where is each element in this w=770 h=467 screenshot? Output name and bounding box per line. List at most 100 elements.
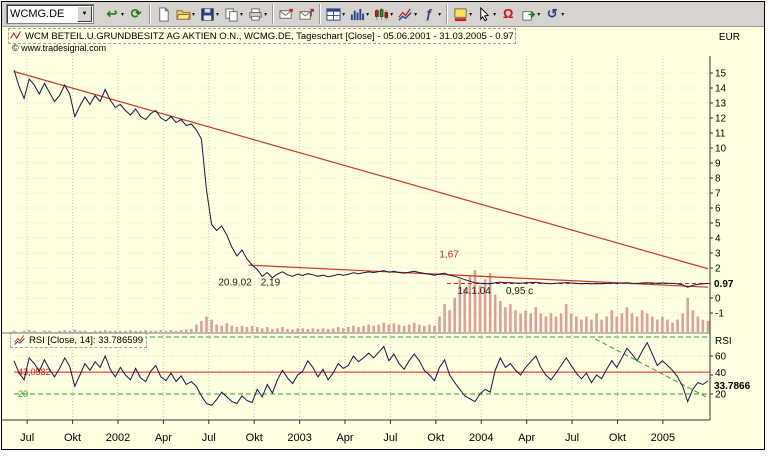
mail-alert-button[interactable]: [296, 3, 316, 25]
currency-label: EUR: [718, 32, 740, 43]
price-axis-label: 15: [715, 69, 727, 80]
candle-style-button[interactable]: ▾: [371, 3, 395, 25]
rsi-indicator-label[interactable]: RSI [Close, 14]: 33.786599: [9, 332, 148, 348]
x-axis-label: Apr: [336, 432, 353, 444]
downtrend-line[interactable]: [13, 70, 709, 270]
price-axis-label: 11: [715, 129, 726, 140]
chart-canvas[interactable]: Jul Okt 2002 Apr Jul Okt 2003 Apr Jul Okt 2004 Apr J…: [2, 28, 764, 449]
toolbar-separator: [149, 4, 151, 24]
pointer-tool-button[interactable]: ▾: [474, 3, 498, 25]
price-axis-label: 7: [715, 189, 721, 200]
price-axis-label: 13: [715, 99, 727, 110]
mail-icon: [278, 6, 294, 22]
rsi-trendline[interactable]: [595, 338, 709, 399]
save-icon: [199, 6, 215, 22]
price-axis-label: -1: [715, 309, 724, 320]
export-button[interactable]: ▾: [518, 3, 542, 25]
chart-title-bar[interactable]: WCM BETEIL.U.GRUNDBESITZ AG AKTIEN O.N.,…: [8, 28, 516, 44]
copy-icon: [223, 6, 239, 22]
dropdown-caret-icon: ▾: [438, 11, 442, 18]
window-layout-button[interactable]: ▾: [323, 3, 347, 25]
x-axis-label: Jul: [383, 432, 397, 444]
dropdown-caret-icon: ▾: [561, 11, 565, 18]
price-axis-label: 4: [715, 234, 721, 245]
rsi-last-value-label: 33.7866: [714, 381, 751, 392]
chart-title: WCM BETEIL.U.GRUNDBESITZ AG AKTIEN O.N.,…: [25, 30, 514, 42]
x-axis-label: Jul: [20, 432, 34, 444]
print-button[interactable]: ▾: [245, 3, 269, 25]
chart-region[interactable]: Jul Okt 2002 Apr Jul Okt 2003 Apr Jul Okt 2004 Apr J…: [2, 28, 764, 449]
dropdown-caret-icon: ▾: [264, 11, 268, 18]
grid-lines: [14, 56, 710, 420]
x-axis-label: 2004: [469, 432, 493, 444]
rsi-axis-label: 60: [715, 352, 727, 363]
x-axis-label: 2002: [106, 432, 130, 444]
x-axis-label: 2005: [651, 432, 675, 444]
price-axis-label: 2: [715, 264, 721, 275]
rsi-band-label: 20: [18, 389, 28, 399]
dropdown-caret-icon: ▾: [342, 11, 346, 18]
price-axis-label: 0: [715, 294, 721, 305]
indicator-icon: [397, 6, 413, 22]
undo-icon: ↺: [546, 6, 558, 21]
insert-indicator-button[interactable]: ▾: [395, 3, 419, 25]
x-axis-label: 2003: [287, 432, 311, 444]
dropdown-caret-icon: ▾: [121, 11, 125, 18]
x-axis-label: Apr: [518, 432, 535, 444]
print-icon: [247, 6, 263, 22]
omega-tool-button[interactable]: Ω: [498, 3, 518, 25]
symbol-combo-dropdown-icon[interactable]: ▼: [77, 6, 92, 22]
dropdown-caret-icon: ▾: [240, 11, 244, 18]
app-window: WCMG.DE ▼ ↩ ▾ ⟳ ▾ ▾ ▾ ▾ ▾ ▾ ▾ ▾ ƒ ▾ ▾ ▾ Ω ▾ ↺ ▾ Jul Okt 2002…: [1, 1, 765, 450]
dropdown-caret-icon: ▾: [366, 11, 370, 18]
price-axis-label: 6: [715, 204, 721, 215]
chart-annotation: 14.1.04: [457, 286, 491, 297]
navigate-back-button[interactable]: ↩ ▾: [102, 3, 126, 25]
indicator-icon: [14, 334, 26, 346]
symbol-combo-value: WCMG.DE: [10, 8, 65, 20]
volume-bars: [12, 270, 710, 332]
x-axis-label: Okt: [246, 432, 263, 444]
rsi-axis-label: 40: [715, 368, 727, 379]
formula-icon: ƒ: [425, 6, 433, 21]
fill-color-button[interactable]: ▾: [450, 3, 474, 25]
open-folder-icon: [175, 6, 191, 22]
save-button[interactable]: ▾: [197, 3, 221, 25]
price-axis-label: 5: [715, 219, 721, 230]
dropdown-caret-icon: ▾: [192, 11, 196, 18]
price-axis-label: 8: [715, 174, 721, 185]
open-document-button[interactable]: ▾: [173, 3, 197, 25]
new-document-button[interactable]: [153, 3, 173, 25]
toolbar-separator: [446, 4, 448, 24]
chart-annotation: 1,67: [439, 250, 459, 261]
dropdown-caret-icon: ▾: [493, 11, 497, 18]
price-axis-label: 9: [715, 159, 721, 170]
x-axis-label: Okt: [64, 432, 81, 444]
formula-button[interactable]: ƒ ▾: [419, 3, 443, 25]
new-document-icon: [155, 6, 171, 22]
bar-chart-icon: [349, 6, 365, 22]
dropdown-caret-icon: ▾: [469, 11, 473, 18]
toolbar-separator: [272, 4, 274, 24]
candle-chart-icon: [373, 6, 389, 22]
x-axis-label: Jul: [202, 432, 216, 444]
dropdown-caret-icon: ▾: [537, 11, 541, 18]
chart-type-button[interactable]: ▾: [347, 3, 371, 25]
toolbar: WCMG.DE ▼ ↩ ▾ ⟳ ▾ ▾ ▾ ▾ ▾ ▾ ▾ ▾ ƒ ▾ ▾ ▾ Ω ▾ ↺ ▾: [2, 2, 764, 27]
price-axis-label: 14: [715, 84, 727, 95]
undo-button[interactable]: ↺ ▾: [542, 3, 566, 25]
cursor-icon: [476, 6, 492, 22]
dropdown-caret-icon: ▾: [414, 11, 418, 18]
price-axis-label: 12: [715, 114, 727, 125]
refresh-button[interactable]: ⟳: [126, 3, 146, 25]
send-mail-button[interactable]: [276, 3, 296, 25]
fill-color-icon: [452, 6, 468, 22]
x-axis-label: Apr: [155, 432, 172, 444]
navigate-back-icon: ↩: [106, 6, 118, 21]
toolbar-buttons: ↩ ▾ ⟳ ▾ ▾ ▾ ▾ ▾ ▾ ▾ ▾ ƒ ▾ ▾ ▾ Ω ▾ ↺ ▾: [102, 3, 566, 25]
price-line[interactable]: [13, 69, 709, 288]
copy-button[interactable]: ▾: [221, 3, 245, 25]
rsi-line[interactable]: [13, 341, 709, 406]
symbol-combo[interactable]: WCMG.DE ▼: [6, 4, 94, 24]
omega-icon: Ω: [502, 6, 514, 21]
